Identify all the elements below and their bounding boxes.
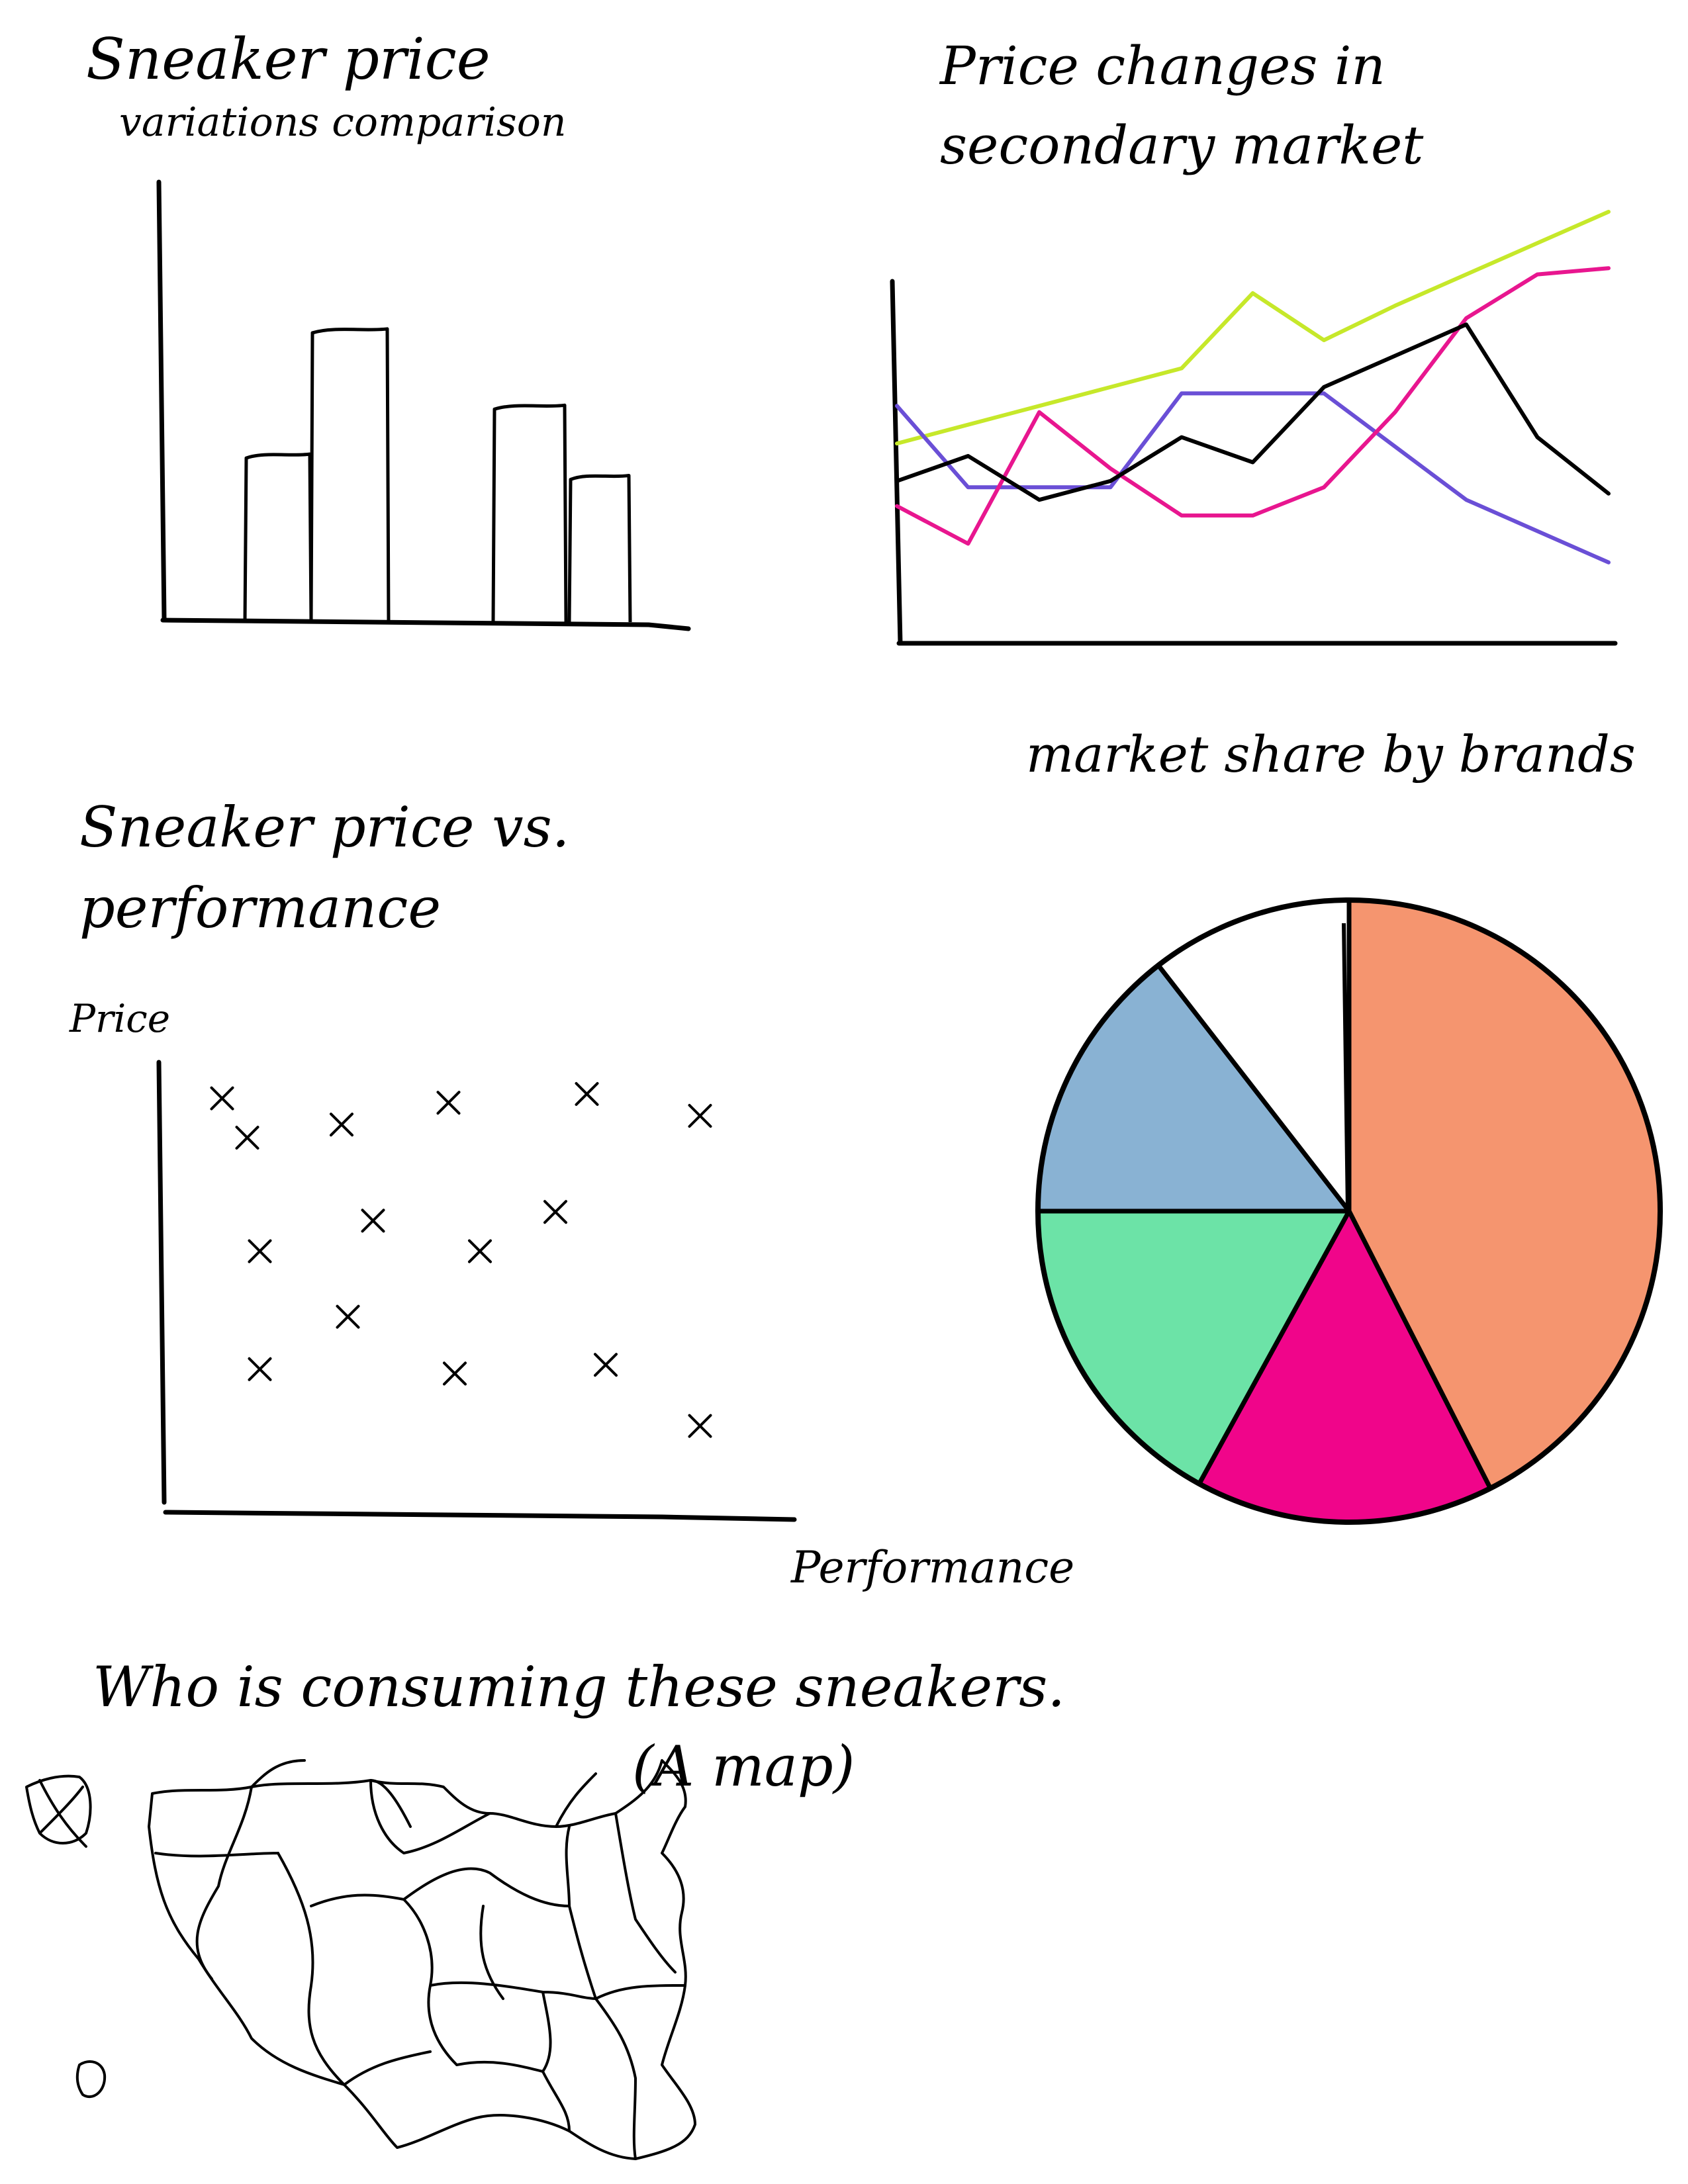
scatter-point	[436, 1091, 461, 1115]
scatter-point	[235, 1126, 259, 1150]
scatter-point	[468, 1239, 492, 1263]
scatter-point	[330, 1113, 353, 1137]
hawaii-sketch	[75, 2060, 107, 2099]
bar-chart-title: Sneaker price	[86, 26, 491, 93]
scatter-point	[361, 1208, 385, 1233]
pie-chart	[1035, 897, 1663, 1525]
scatter-point	[594, 1353, 618, 1377]
scatter-point	[688, 1104, 712, 1128]
bar	[243, 452, 313, 623]
scatter-point	[575, 1082, 599, 1106]
map-outline	[148, 1759, 696, 2160]
pie-top-tick	[1342, 923, 1350, 1212]
line-chart	[890, 210, 1618, 646]
scatter-point	[210, 1086, 234, 1111]
line-chart-title: Price changes in secondary market	[940, 35, 1424, 176]
bar-y-axis	[156, 179, 167, 621]
scatter-point	[248, 1239, 272, 1263]
scatter-point	[688, 1414, 712, 1438]
line-series	[895, 266, 1611, 546]
scatter-x-axis	[163, 1510, 797, 1522]
line-series	[895, 210, 1611, 446]
scatter-point	[248, 1357, 272, 1381]
scatter-chart	[156, 1060, 797, 1522]
line-series	[895, 322, 1611, 502]
map-state-lines	[154, 1759, 686, 2160]
scatter-point	[543, 1200, 567, 1224]
map-title: Who is consuming these sneakers.	[93, 1655, 1066, 1719]
bar	[309, 327, 391, 623]
scatter-y-axis	[156, 1060, 167, 1505]
scatter-y-label: Price	[70, 996, 171, 1041]
bar	[491, 403, 568, 623]
pie-outline	[1035, 897, 1663, 1525]
bar	[567, 473, 632, 623]
bar-x-axis	[160, 617, 691, 631]
line-y-axis	[890, 279, 903, 646]
scatter-chart-title: Sneaker price vs. performance	[79, 795, 570, 940]
bar-chart-subtitle: variations comparison	[119, 99, 567, 146]
bar-chart	[156, 179, 691, 631]
pie-chart-title: market share by brands	[1026, 725, 1636, 784]
alaska-sketch	[25, 1774, 92, 1848]
scatter-x-label: Performance	[791, 1542, 1075, 1593]
map-subtitle: (A map)	[632, 1734, 855, 1799]
scatter-point	[336, 1304, 360, 1329]
scatter-point	[443, 1361, 467, 1386]
us-map-sketch	[25, 1759, 696, 2160]
